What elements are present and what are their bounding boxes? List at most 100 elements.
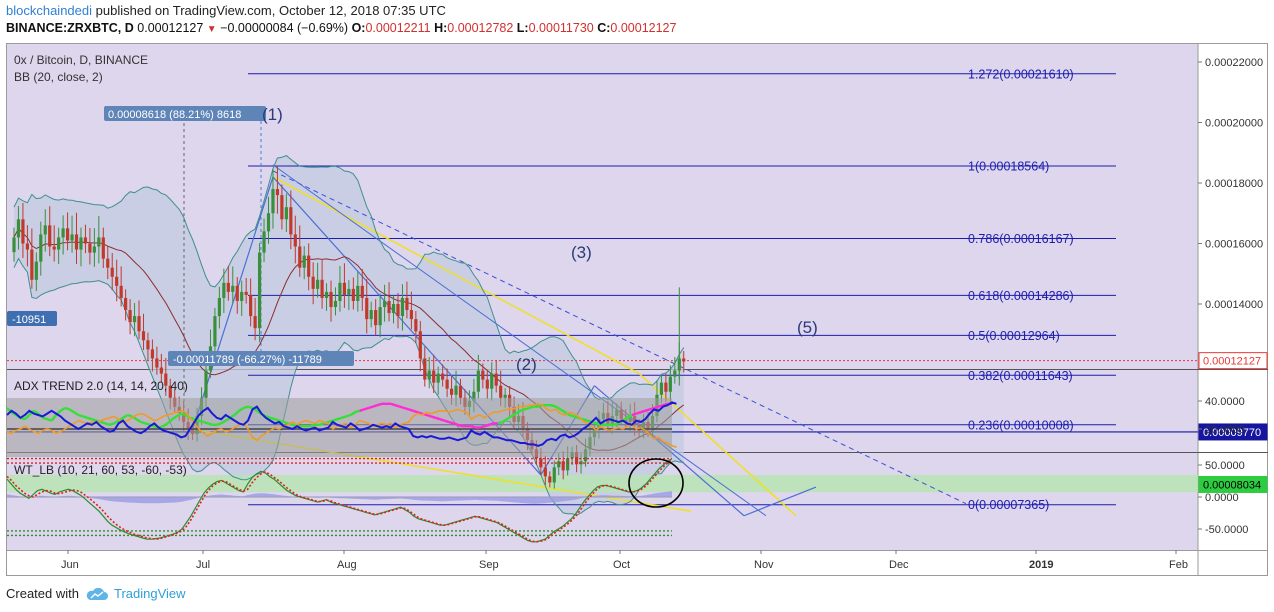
candle-body [374,310,378,326]
adx-line-segment [613,422,619,426]
fib-label: 0.236(0.00010008) [968,418,1074,432]
candle-body [454,385,458,395]
adx-line-segment [350,411,356,417]
adx-line-segment [595,422,601,426]
wave-5-label: (5) [797,318,818,337]
price-marker [1198,423,1268,441]
candle-body [164,373,168,386]
candle-body [83,237,88,244]
candle-body [449,388,454,395]
time-tick-label: Jun [61,559,79,571]
candle-body [65,228,70,241]
measure-down-box[interactable] [168,351,354,366]
adx-line-segment [113,419,120,425]
adx-line-segment [207,422,213,426]
candle-body [356,285,360,301]
adx-line-segment [426,413,432,418]
candle-body [673,370,677,377]
adx-line-segment [568,413,575,418]
candle-body [664,382,668,392]
close-label: C: [597,21,611,35]
adx-line-segment [274,418,280,422]
adx-line-segment [171,415,178,421]
candle-body [324,291,329,298]
candle-body [342,282,347,295]
adx-line-segment [68,408,75,414]
adx-legend: ADX TREND 2.0 (14, 14, 20, 40) [14,379,188,393]
adx-line-segment [626,413,633,419]
adx-line-segment [631,412,637,417]
adx-line-segment [341,415,347,419]
candle-body [293,234,297,247]
adx-line-segment [73,411,80,417]
adx-line-segment [135,418,142,424]
time-tick-label: Dec [889,559,909,571]
candle-body [240,291,244,301]
candle-body [34,261,38,280]
candle-body [432,370,436,383]
fib-label: 1.272(0.00021610) [968,67,1074,81]
close-value: 0.00012127 [610,21,677,35]
candle-body [409,310,413,320]
open-label: O: [351,21,366,35]
candle-body [124,297,128,311]
price-tick-label: 0.00016000 [1205,239,1263,251]
chart-area[interactable]: 1.272(0.00021610) 1(0.00018564) 0.786(0.00… [6,43,1268,576]
candle-body [316,279,320,289]
adx-line-segment [247,405,253,410]
candle-body [106,258,110,268]
measure-up-box[interactable] [104,106,266,121]
candle-body [659,382,664,395]
adx-line-segment [140,420,146,425]
adx-line-segment [198,419,204,424]
high-label: H: [434,21,448,35]
left-badge [7,311,57,326]
candle-body [445,379,449,389]
support-zone [7,474,1198,493]
adx-tick-label: 20.0000 [1205,424,1245,436]
adx-line-segment [162,422,169,428]
candle-body [115,276,119,286]
adx-pane [6,398,677,457]
wedge-upper-line [638,373,797,517]
candle-body [244,291,248,295]
candle-body [298,246,302,268]
adx-line-segment [46,418,52,422]
adx-line-segment [515,409,521,415]
adx-line-segment [497,420,503,425]
left-badge-label: -10951 [12,314,46,326]
candle-body [458,385,463,398]
adx-line-segment [310,423,316,428]
adx-line-segment [100,420,106,425]
adx-line-segment [122,413,129,419]
adx-line-segment [644,408,651,412]
time-tick-label: Aug [337,559,357,571]
candle-body [52,246,56,250]
candle-body [155,358,159,368]
wt-histogram [7,491,672,504]
candle-body [400,297,405,317]
wt-pane [6,457,673,543]
candle-body [257,252,262,329]
candle-body [70,234,74,241]
fib-label: 0.618(0.00014286) [968,289,1074,303]
candle-body [235,285,239,301]
adx-line-segment [127,413,133,418]
candle-body [351,288,355,301]
author-link[interactable]: blockchaindedi [6,3,93,18]
candle-body [284,207,288,220]
adx-line-segment [166,418,173,425]
adx-line-segment [238,406,245,412]
price-marker [1198,475,1268,493]
tradingview-brand[interactable]: TradingView [85,586,186,601]
chart-svg[interactable]: 1.272(0.00021610) 1(0.00018564) 0.786(0.00… [6,43,1268,576]
high-value: 0.00012782 [447,21,514,35]
adx-line-segment [104,422,111,426]
publish-line: blockchaindedi published on TradingView.… [6,3,446,18]
candle-body [302,255,306,268]
adx-line-segment [559,408,566,414]
low-label: L: [516,21,529,35]
candle-body [396,304,400,317]
axes: 0.00022000 0.00020000 0.00018000 0.00016000… [61,57,1268,571]
chart-title: 0x / Bitcoin, D, BINANCE [14,53,148,67]
